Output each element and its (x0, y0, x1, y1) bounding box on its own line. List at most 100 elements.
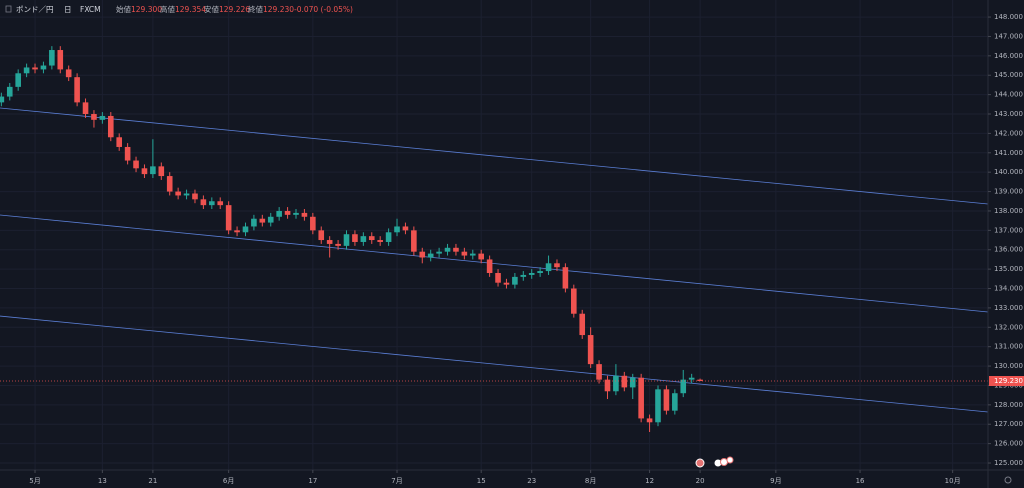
source[interactable]: FXCM (80, 5, 101, 14)
low-label: 安値 (204, 4, 219, 14)
y-tick-label: 138.000 (994, 207, 1023, 215)
x-tick-label: 21 (148, 477, 157, 485)
candle-body (545, 263, 552, 272)
candle-body (419, 251, 426, 258)
candle-body (638, 377, 644, 419)
candle-body (688, 377, 695, 380)
event-icons (695, 456, 734, 468)
candle-body (680, 379, 687, 394)
menu-icon[interactable] (5, 5, 12, 13)
candle-body (377, 240, 383, 242)
candle-body (613, 375, 619, 392)
x-tick-label: 15 (477, 477, 486, 485)
candle-body (133, 160, 139, 169)
event-icon[interactable] (714, 459, 722, 467)
axes: 125.000126.000127.000128.000129.000130.0… (29, 13, 1024, 485)
x-tick-label: 8月 (585, 477, 596, 485)
x-tick-label: 5月 (29, 477, 40, 485)
y-tick-label: 143.000 (994, 110, 1023, 118)
candle-body (217, 201, 224, 206)
candle-body (23, 67, 30, 74)
candle-body (629, 377, 636, 388)
candle-body (158, 166, 165, 177)
candle-body (646, 418, 653, 423)
low-value: 129.226 (219, 5, 250, 14)
candle-body (444, 247, 451, 252)
y-tick-label: 142.000 (994, 129, 1023, 137)
candle-body (301, 212, 308, 217)
candle-body (6, 86, 13, 97)
y-tick-label: 125.000 (994, 459, 1023, 467)
change: -0.070 (-0.05%) (294, 5, 353, 14)
x-tick-label: 12 (645, 477, 654, 485)
candle-body (453, 247, 459, 252)
y-tick-label: 135.000 (994, 265, 1023, 273)
event-icon[interactable] (726, 456, 734, 464)
event-icon[interactable] (695, 458, 705, 468)
candle-body (124, 146, 131, 161)
candle-body (107, 115, 114, 138)
y-tick-label: 147.000 (994, 32, 1023, 40)
trend-line (0, 107, 989, 205)
y-tick-label: 137.000 (994, 226, 1023, 234)
candle-body (461, 251, 468, 256)
y-tick-label: 126.000 (994, 440, 1023, 448)
candle-body (284, 210, 291, 215)
candle-body (385, 232, 392, 242)
candle-body (200, 199, 207, 206)
candle-body (579, 313, 586, 336)
event-icon[interactable] (720, 458, 728, 466)
grid (0, 0, 988, 470)
last-price-label: 129.230 (994, 377, 1023, 385)
candle-body (225, 205, 232, 231)
candle-body (621, 375, 628, 388)
candle-body (74, 77, 80, 103)
interval[interactable]: 日 (64, 5, 72, 14)
y-tick-label: 132.000 (994, 323, 1023, 331)
high-label: 高値 (160, 4, 175, 14)
y-tick-label: 134.000 (994, 285, 1023, 293)
y-tick-label: 144.000 (994, 91, 1023, 99)
candle-body (343, 234, 350, 246)
candle-body (209, 201, 215, 206)
candle-body (537, 271, 543, 274)
candle-body (604, 379, 611, 392)
candle-body (166, 176, 173, 192)
trend-line (0, 214, 989, 313)
y-tick-label: 140.000 (994, 168, 1023, 176)
x-tick-label: 9月 (770, 477, 781, 485)
y-tick-label: 146.000 (994, 52, 1023, 60)
candle-body (192, 193, 198, 200)
y-tick-label: 141.000 (994, 149, 1023, 157)
x-tick-label: 10月 (945, 477, 961, 485)
close-value: 129.230 (263, 5, 294, 14)
y-tick-label: 130.000 (994, 362, 1023, 370)
candle-body (469, 253, 476, 256)
candle-body (116, 137, 123, 147)
x-tick-label: 6月 (223, 477, 234, 485)
y-tick-label: 128.000 (994, 401, 1023, 409)
candle-body (57, 50, 64, 70)
candle-body (32, 67, 38, 70)
candle-body (352, 234, 358, 242)
candle-body (495, 273, 501, 283)
candle-body (0, 96, 5, 103)
candle-body (141, 168, 148, 175)
y-tick-label: 133.000 (994, 304, 1023, 312)
x-tick-label: 13 (98, 477, 107, 485)
x-tick-label: 17 (308, 477, 317, 485)
symbol[interactable]: ポンド／円 (16, 5, 54, 14)
candle-body (503, 282, 510, 285)
candle-body (251, 218, 257, 227)
candles (0, 46, 988, 432)
candle-body (150, 166, 156, 175)
candle-body (427, 253, 434, 258)
x-tick-label: 20 (696, 477, 705, 485)
trend-line (0, 315, 989, 413)
candle-body (411, 230, 417, 252)
candle-body (175, 191, 181, 196)
candle-body (402, 226, 409, 231)
y-tick-label: 131.000 (994, 343, 1023, 351)
settings-icon[interactable] (1004, 476, 1012, 484)
last-price-box (989, 376, 1024, 387)
